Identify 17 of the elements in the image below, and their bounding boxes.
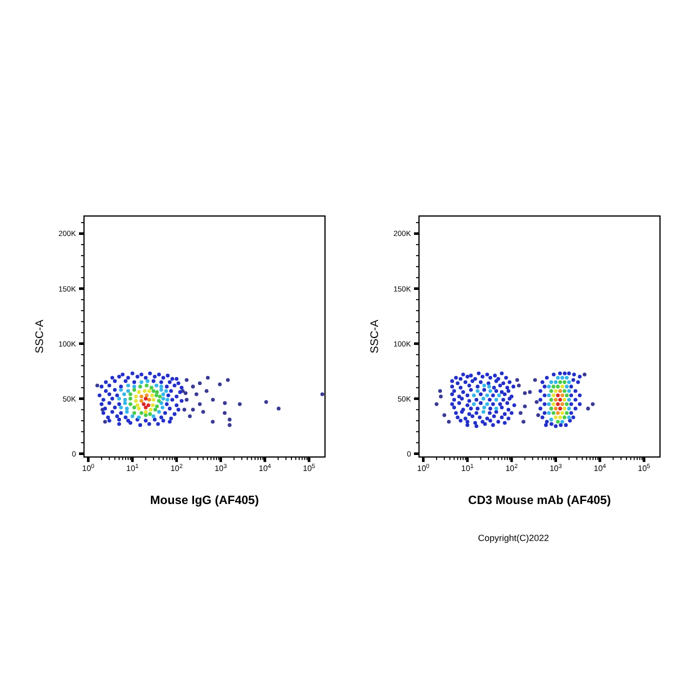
y-axis-title: SSC-A (34, 319, 46, 354)
x-axis-title: Mouse IgG (AF405) (150, 493, 259, 507)
x-tick-label: 10$^{4}$ (594, 463, 607, 473)
x-tick-label: 10$^{4}$ (258, 463, 272, 473)
x-tick-label: 10$^{3}$ (214, 463, 228, 473)
x-tick-label: 10$^{0}$ (417, 463, 430, 473)
x-tick-label: 10$^{5}$ (302, 463, 316, 473)
x-tick-label: 10$^{1}$ (126, 463, 140, 473)
x-tick-label: 10$^{2}$ (505, 463, 518, 473)
x-tick-label: 10$^{5}$ (638, 463, 651, 473)
x-axis-title: CD3 Mouse mAb (AF405) (468, 493, 611, 507)
y-axis-title: SSC-A (369, 319, 381, 354)
x-tick-label: 10$^{1}$ (461, 463, 474, 473)
text: Copyright(C)2022 (478, 533, 550, 543)
x-tick-label: 10$^{3}$ (550, 463, 563, 473)
x-tick-label: 10$^{2}$ (170, 463, 184, 473)
x-tick-label: 10$^{0}$ (82, 463, 96, 473)
